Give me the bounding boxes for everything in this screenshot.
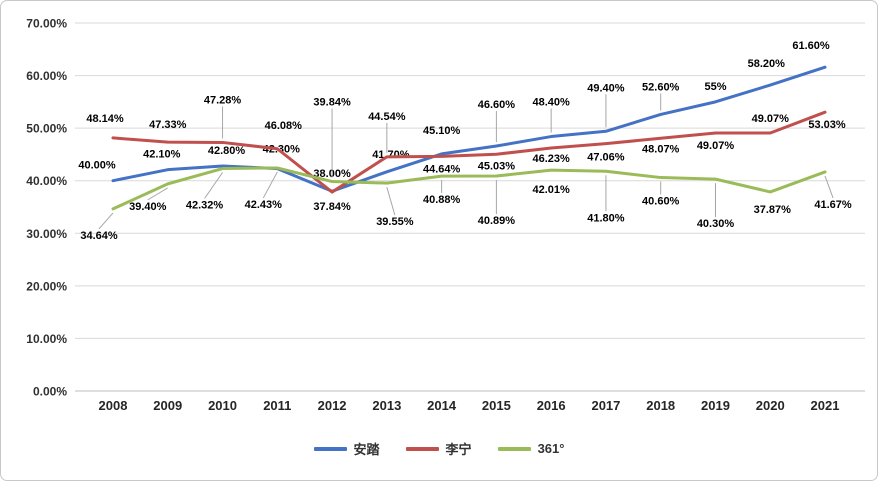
- data-label: 37.84%: [313, 201, 351, 213]
- data-label: 46.08%: [265, 120, 303, 132]
- data-label: 46.23%: [533, 153, 571, 165]
- data-label: 42.43%: [245, 199, 283, 211]
- label-leader-line: [262, 171, 278, 199]
- data-label: 58.20%: [748, 58, 786, 70]
- data-label: 45.03%: [478, 160, 516, 172]
- y-axis-label: 10.00%: [26, 332, 67, 346]
- data-label: 40.89%: [478, 215, 516, 227]
- data-label: 53.03%: [808, 119, 846, 131]
- legend-swatch: [497, 446, 531, 451]
- data-label: 37.87%: [754, 204, 792, 216]
- data-label: 40.00%: [78, 160, 116, 172]
- x-axis-label: 2020: [756, 398, 785, 413]
- data-label: 42.80%: [208, 145, 246, 157]
- x-axis-label: 2010: [208, 398, 237, 413]
- data-label: 48.07%: [642, 143, 680, 155]
- x-axis-label: 2018: [646, 398, 675, 413]
- x-axis-label: 2012: [318, 398, 347, 413]
- x-axis-label: 2021: [811, 398, 840, 413]
- data-label: 47.28%: [204, 94, 242, 106]
- y-axis-label: 30.00%: [26, 227, 67, 241]
- data-label: 42.32%: [186, 200, 224, 212]
- x-axis-label: 2011: [263, 398, 291, 413]
- legend-item[interactable]: 361°: [497, 441, 565, 456]
- data-label: 49.07%: [752, 113, 790, 125]
- data-label: 42.30%: [263, 144, 301, 156]
- legend-item[interactable]: 安踏: [313, 439, 380, 458]
- data-label: 45.10%: [423, 125, 461, 137]
- y-axis-label: 70.00%: [26, 17, 67, 31]
- data-label: 52.60%: [642, 81, 680, 93]
- y-axis-label: 0.00%: [33, 385, 67, 399]
- x-axis-label: 2013: [372, 398, 401, 413]
- data-label: 44.64%: [423, 163, 461, 175]
- label-leader-line: [147, 187, 169, 201]
- data-label: 42.01%: [533, 184, 571, 196]
- data-label: 49.40%: [587, 82, 625, 94]
- y-axis-label: 50.00%: [26, 122, 67, 136]
- data-label: 41.67%: [814, 199, 852, 211]
- data-label: 44.54%: [368, 111, 406, 123]
- x-axis-label: 2016: [537, 398, 566, 413]
- data-label: 48.40%: [533, 97, 571, 109]
- data-label: 55%: [704, 81, 726, 93]
- data-label: 61.60%: [792, 40, 830, 52]
- legend-label: 361°: [537, 441, 565, 456]
- y-axis-label: 40.00%: [26, 174, 67, 188]
- data-label: 41.80%: [587, 212, 625, 224]
- series-line[interactable]: [111, 65, 827, 193]
- x-axis-label: 2008: [99, 398, 128, 413]
- legend-swatch: [313, 446, 347, 451]
- y-axis-label: 20.00%: [26, 279, 67, 293]
- label-leader-line: [824, 175, 834, 199]
- legend-label: 安踏: [353, 442, 380, 457]
- data-label: 39.40%: [129, 201, 167, 213]
- x-axis-label: 2014: [427, 398, 457, 413]
- data-label: 47.33%: [149, 119, 187, 131]
- data-label: 48.14%: [86, 113, 124, 125]
- y-axis-label: 60.00%: [26, 69, 67, 83]
- data-label: 39.55%: [376, 216, 414, 228]
- data-label: 41.70%: [372, 149, 410, 161]
- label-leader-line: [386, 186, 396, 216]
- label-leader-line: [98, 212, 114, 230]
- legend-swatch: [405, 446, 439, 451]
- chart-legend: 安踏 李宁 361°: [1, 439, 877, 458]
- x-axis-label: 2009: [153, 398, 182, 413]
- series-line[interactable]: [111, 166, 827, 211]
- x-axis-label: 2015: [482, 398, 511, 413]
- data-label: 42.10%: [143, 149, 181, 161]
- data-label: 40.30%: [697, 218, 735, 230]
- legend-label: 李宁: [445, 442, 472, 457]
- data-label: 49.07%: [697, 140, 735, 152]
- x-axis-label: 2017: [591, 398, 620, 413]
- data-label: 40.88%: [423, 194, 461, 206]
- data-label: 40.60%: [642, 196, 680, 208]
- data-label: 46.60%: [478, 99, 516, 111]
- label-leader-line: [204, 172, 223, 199]
- legend-item[interactable]: 李宁: [405, 439, 472, 458]
- data-label: 39.84%: [313, 97, 351, 109]
- line-chart-plot: 70.00% 60.00% 50.00% 40.00% 30.00% 20.00% 10.0…: [26, 17, 865, 413]
- data-label: 47.06%: [587, 152, 625, 164]
- series-line[interactable]: [111, 110, 827, 194]
- x-axis-label: 2019: [701, 398, 730, 413]
- data-label: 34.64%: [80, 230, 118, 242]
